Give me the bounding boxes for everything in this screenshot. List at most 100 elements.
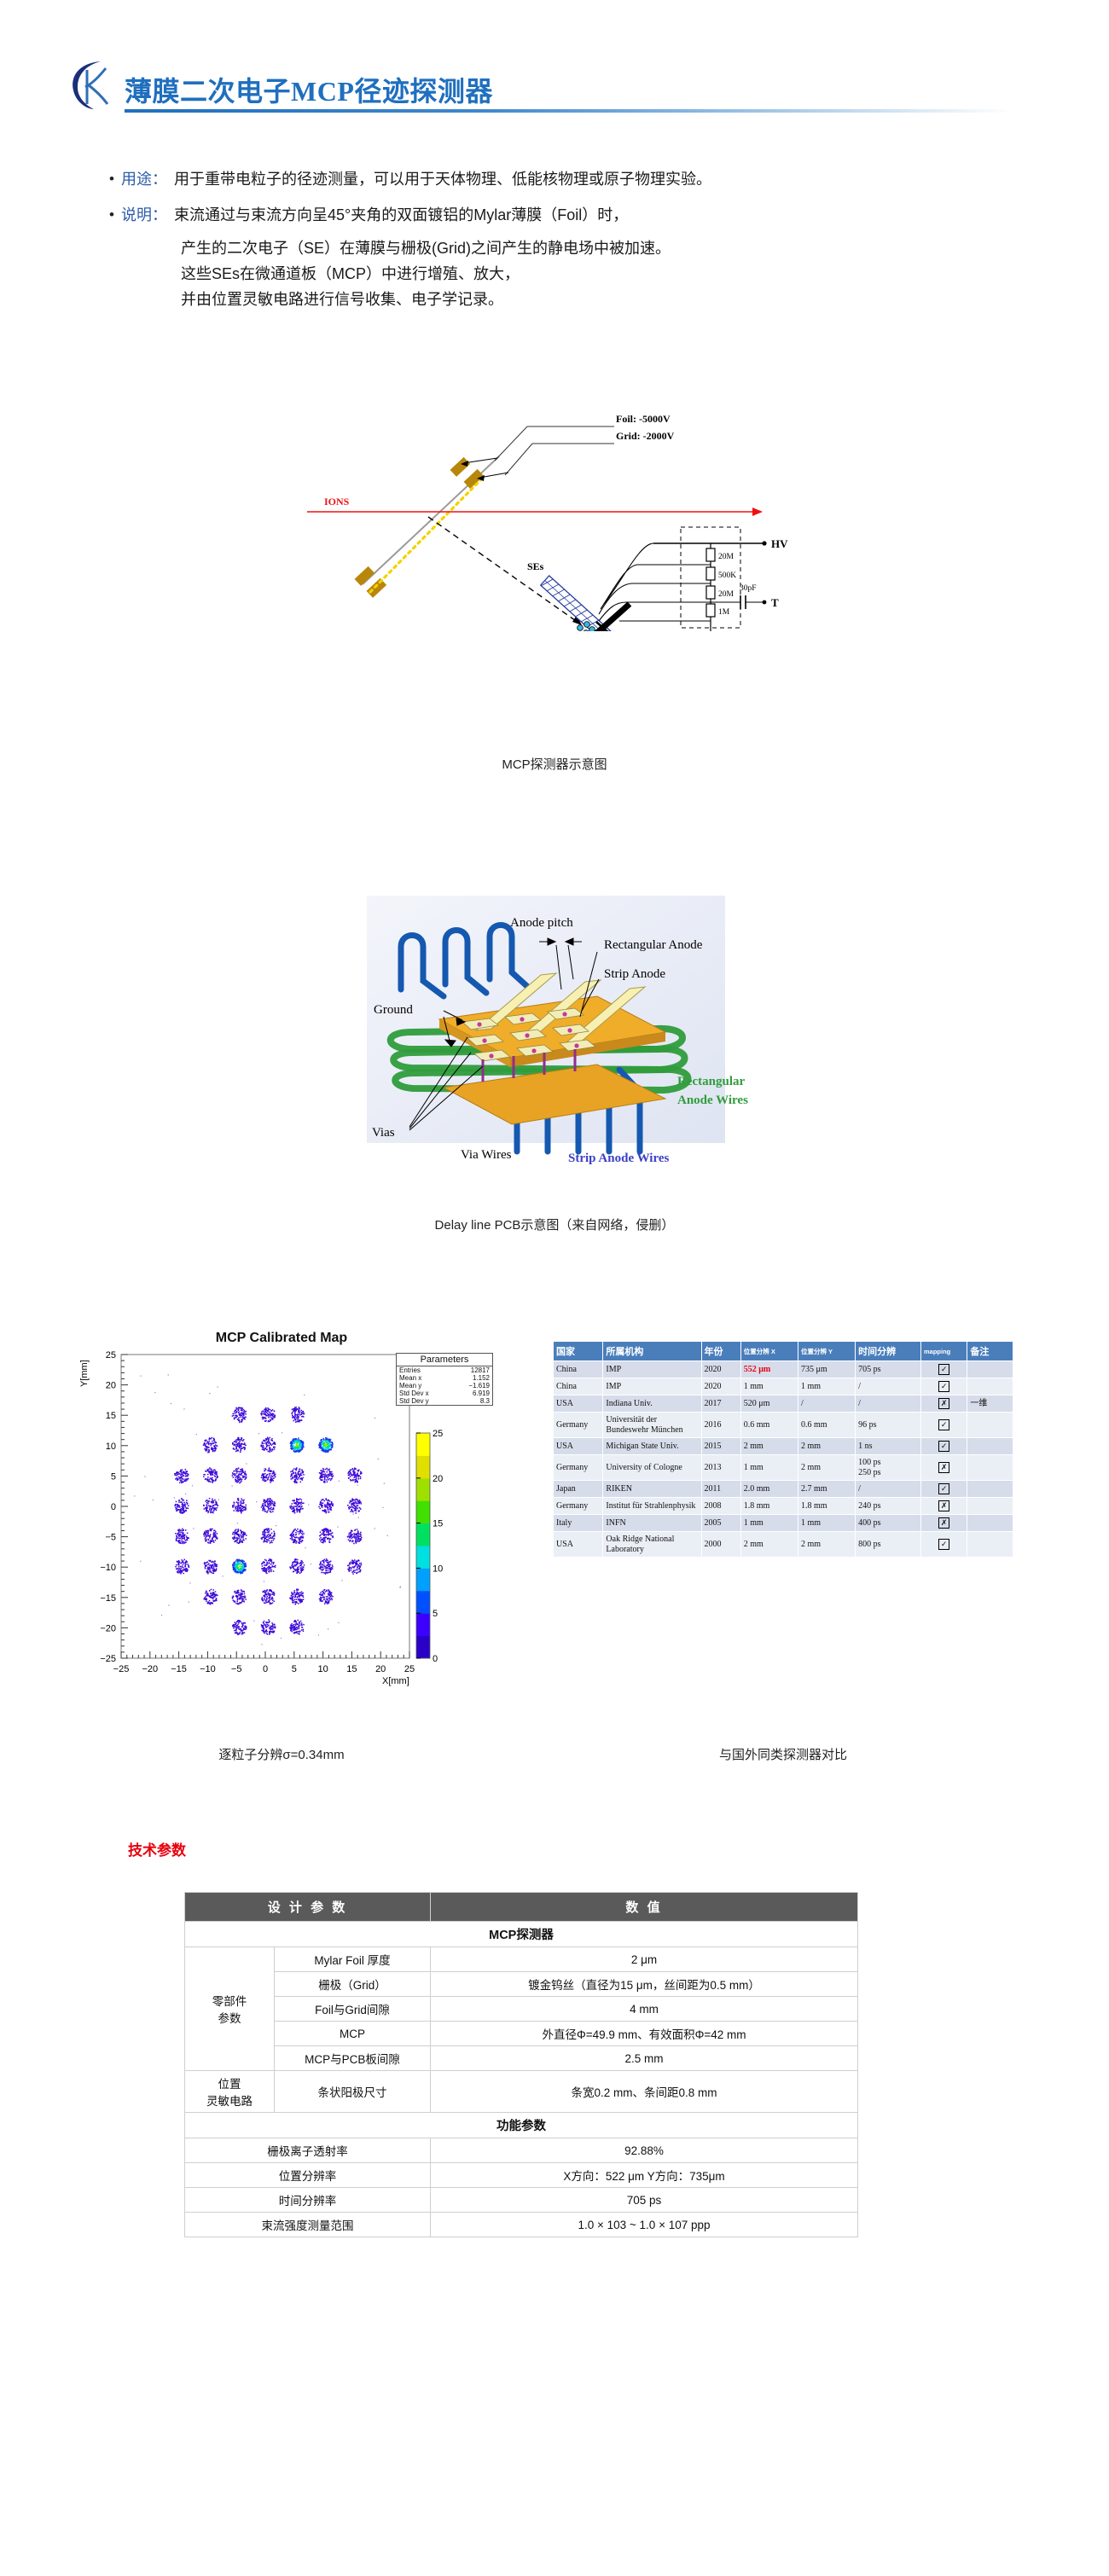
cell-time-res: / — [855, 1480, 921, 1498]
cell-pos-res-y: 2.7 mm — [797, 1480, 856, 1498]
cell-note: 一维 — [967, 1395, 1013, 1413]
table-row: 位置 灵敏电路 条状阳极尺寸 条宽0.2 mm、条间距0.8 mm — [184, 2070, 858, 2113]
svg-text:−10: −10 — [200, 1664, 216, 1674]
cell-pos-res-x: 2 mm — [740, 1531, 798, 1558]
bullet-dot-icon: • — [109, 206, 114, 223]
cell-year: 2020 — [700, 1378, 741, 1395]
param-value: 8.3 — [479, 1397, 490, 1405]
cell-mapping-checkbox[interactable]: ✓ — [920, 1378, 968, 1395]
cell-pos-res-y: 2 mm — [797, 1454, 856, 1481]
map-caption: 逐粒子分辨σ=0.34mm — [218, 1748, 345, 1762]
cell-pos-res-y: 2 mm — [797, 1437, 856, 1455]
cell-country: Japan — [552, 1480, 604, 1498]
cell-mapping-checkbox[interactable]: ✓ — [920, 1480, 968, 1498]
spec-row-name: Mylar Foil 厚度 — [274, 1947, 431, 1972]
spec-group-parts: 零部件 参数 — [184, 1947, 275, 2071]
cell-note — [967, 1497, 1013, 1515]
cell-pos-res-x: 2.0 mm — [740, 1480, 798, 1498]
y-axis-label: Y[mm] — [79, 1360, 90, 1387]
table-row: 束流强度测量范围 1.0 × 103 ~ 1.0 × 107 ppp — [184, 2212, 858, 2237]
spec-group-circuit-line2: 灵敏电路 — [206, 2095, 253, 2108]
cell-mapping-checkbox[interactable]: ✗ — [920, 1454, 968, 1481]
table-row: USA Indiana Univ. 2017 520 μm / / ✗ 一维 — [552, 1395, 1013, 1413]
col-country: 国家 — [552, 1341, 604, 1361]
spec-row-name: 条状阳极尺寸 — [274, 2070, 431, 2113]
spec-group-label: MCP探测器 — [184, 1921, 858, 1947]
cell-note — [967, 1514, 1013, 1532]
col-mapping: mapping — [920, 1341, 968, 1361]
svg-text:−20: −20 — [100, 1623, 116, 1633]
cell-country: USA — [552, 1437, 604, 1455]
svg-text:15: 15 — [433, 1519, 443, 1529]
spec-row-value: 92.88% — [430, 2138, 858, 2163]
cell-mapping-checkbox[interactable]: ✓ — [920, 1531, 968, 1558]
spec-header-design: 设 计 参 数 — [184, 1892, 431, 1922]
param-key: Mean x — [399, 1374, 422, 1382]
svg-text:20: 20 — [375, 1664, 386, 1674]
cell-mapping-checkbox[interactable]: ✓ — [920, 1437, 968, 1455]
svg-text:10: 10 — [317, 1664, 328, 1674]
rectangular-anode-wires-label-line1: Rectangular — [677, 1075, 745, 1088]
foil-voltage-label: Foil: -5000V — [616, 413, 671, 425]
param-value: 6.919 — [472, 1390, 490, 1397]
cell-year: 2005 — [700, 1514, 741, 1532]
table-row: USA Oak Ridge National Laboratory 2000 2 mm… — [552, 1531, 1013, 1558]
spec-row-name: 栅极离子透射率 — [184, 2138, 431, 2163]
spec-row-value: X方向：522 μm Y方向：735μm — [430, 2162, 858, 2188]
svg-text:25: 25 — [106, 1350, 116, 1361]
map-parameters-box: Parameters Entries 12817 Mean x 1.152 Mean… — [396, 1353, 493, 1406]
bullet-subline: 并由位置灵敏电路进行信号收集、电子学记录。 — [181, 291, 503, 308]
spec-row-name: 栅极（Grid） — [274, 1971, 431, 1997]
table-row: 栅极离子透射率 92.88% — [184, 2138, 858, 2163]
cell-note — [967, 1480, 1013, 1498]
cell-time-res: 705 ps — [855, 1361, 921, 1378]
ions-label: IONS — [324, 496, 350, 508]
cell-mapping-checkbox[interactable]: ✓ — [920, 1412, 968, 1438]
spec-group-circuit-line1: 位置 — [218, 2078, 241, 2091]
param-value: 1.152 — [472, 1374, 490, 1382]
table-header-row: 国家 所属机构 年份 位置分辨 X 位置分辨 Y 时间分辨 mapping 备注 — [552, 1341, 1013, 1361]
svg-text:−10: −10 — [100, 1563, 116, 1573]
param-key: Std Dev x — [399, 1390, 429, 1397]
list-item: • 说明： 束流通过与束流方向呈45°夹角的双面镀铝的Mylar薄膜（Foil）… — [109, 203, 1013, 227]
table-row: Japan RIKEN 2011 2.0 mm 2.7 mm / ✓ — [552, 1480, 1013, 1498]
ground-label: Ground — [374, 1003, 413, 1017]
col-year: 年份 — [700, 1341, 741, 1361]
svg-text:10: 10 — [106, 1442, 116, 1452]
cell-year: 2017 — [700, 1395, 741, 1413]
svg-text:0: 0 — [433, 1654, 438, 1664]
bullet-label: 说明： — [121, 206, 167, 223]
title-underline — [125, 109, 1012, 113]
cell-time-res: / — [855, 1395, 921, 1413]
spec-row-name: 时间分辨率 — [184, 2187, 431, 2213]
cell-time-res: 96 ps — [855, 1412, 921, 1438]
svg-text:5: 5 — [433, 1609, 438, 1619]
spec-row-name: 束流强度测量范围 — [184, 2212, 431, 2237]
cell-mapping-checkbox[interactable]: ✗ — [920, 1514, 968, 1532]
cell-note — [967, 1412, 1013, 1438]
cell-year: 2008 — [700, 1497, 741, 1515]
cell-country: Germany — [552, 1412, 604, 1438]
param-value: −1.619 — [468, 1382, 490, 1390]
cell-mapping-checkbox[interactable]: ✗ — [920, 1497, 968, 1515]
spec-group-func: 功能参数 — [184, 2112, 858, 2138]
cell-mapping-checkbox[interactable]: ✓ — [920, 1361, 968, 1378]
spec-row-value: 4 mm — [430, 1996, 858, 2022]
cell-country: Italy — [552, 1514, 604, 1532]
cell-year: 2000 — [700, 1531, 741, 1558]
spec-row-value: 705 ps — [430, 2187, 858, 2213]
svg-text:−5: −5 — [105, 1533, 116, 1543]
svg-text:−5: −5 — [231, 1664, 242, 1674]
cell-year: 2013 — [700, 1454, 741, 1481]
cell-year: 2011 — [700, 1480, 741, 1498]
cell-mapping-checkbox[interactable]: ✗ — [920, 1395, 968, 1413]
cell-institution: University of Cologne — [602, 1454, 702, 1481]
bullet-text: 用于重带电粒子的径迹测量，可以用于天体物理、低能核物理或原子物理实验。 — [174, 171, 711, 188]
resistor-1-label: 20M — [718, 553, 734, 561]
cell-note — [967, 1454, 1013, 1481]
cell-pos-res-y: 735 μm — [797, 1361, 856, 1378]
table-row: 位置分辨率 X方向：522 μm Y方向：735μm — [184, 2162, 858, 2188]
col-time-res: 时间分辨 — [855, 1341, 921, 1361]
spec-group-parts-line2: 参数 — [218, 2012, 241, 2025]
